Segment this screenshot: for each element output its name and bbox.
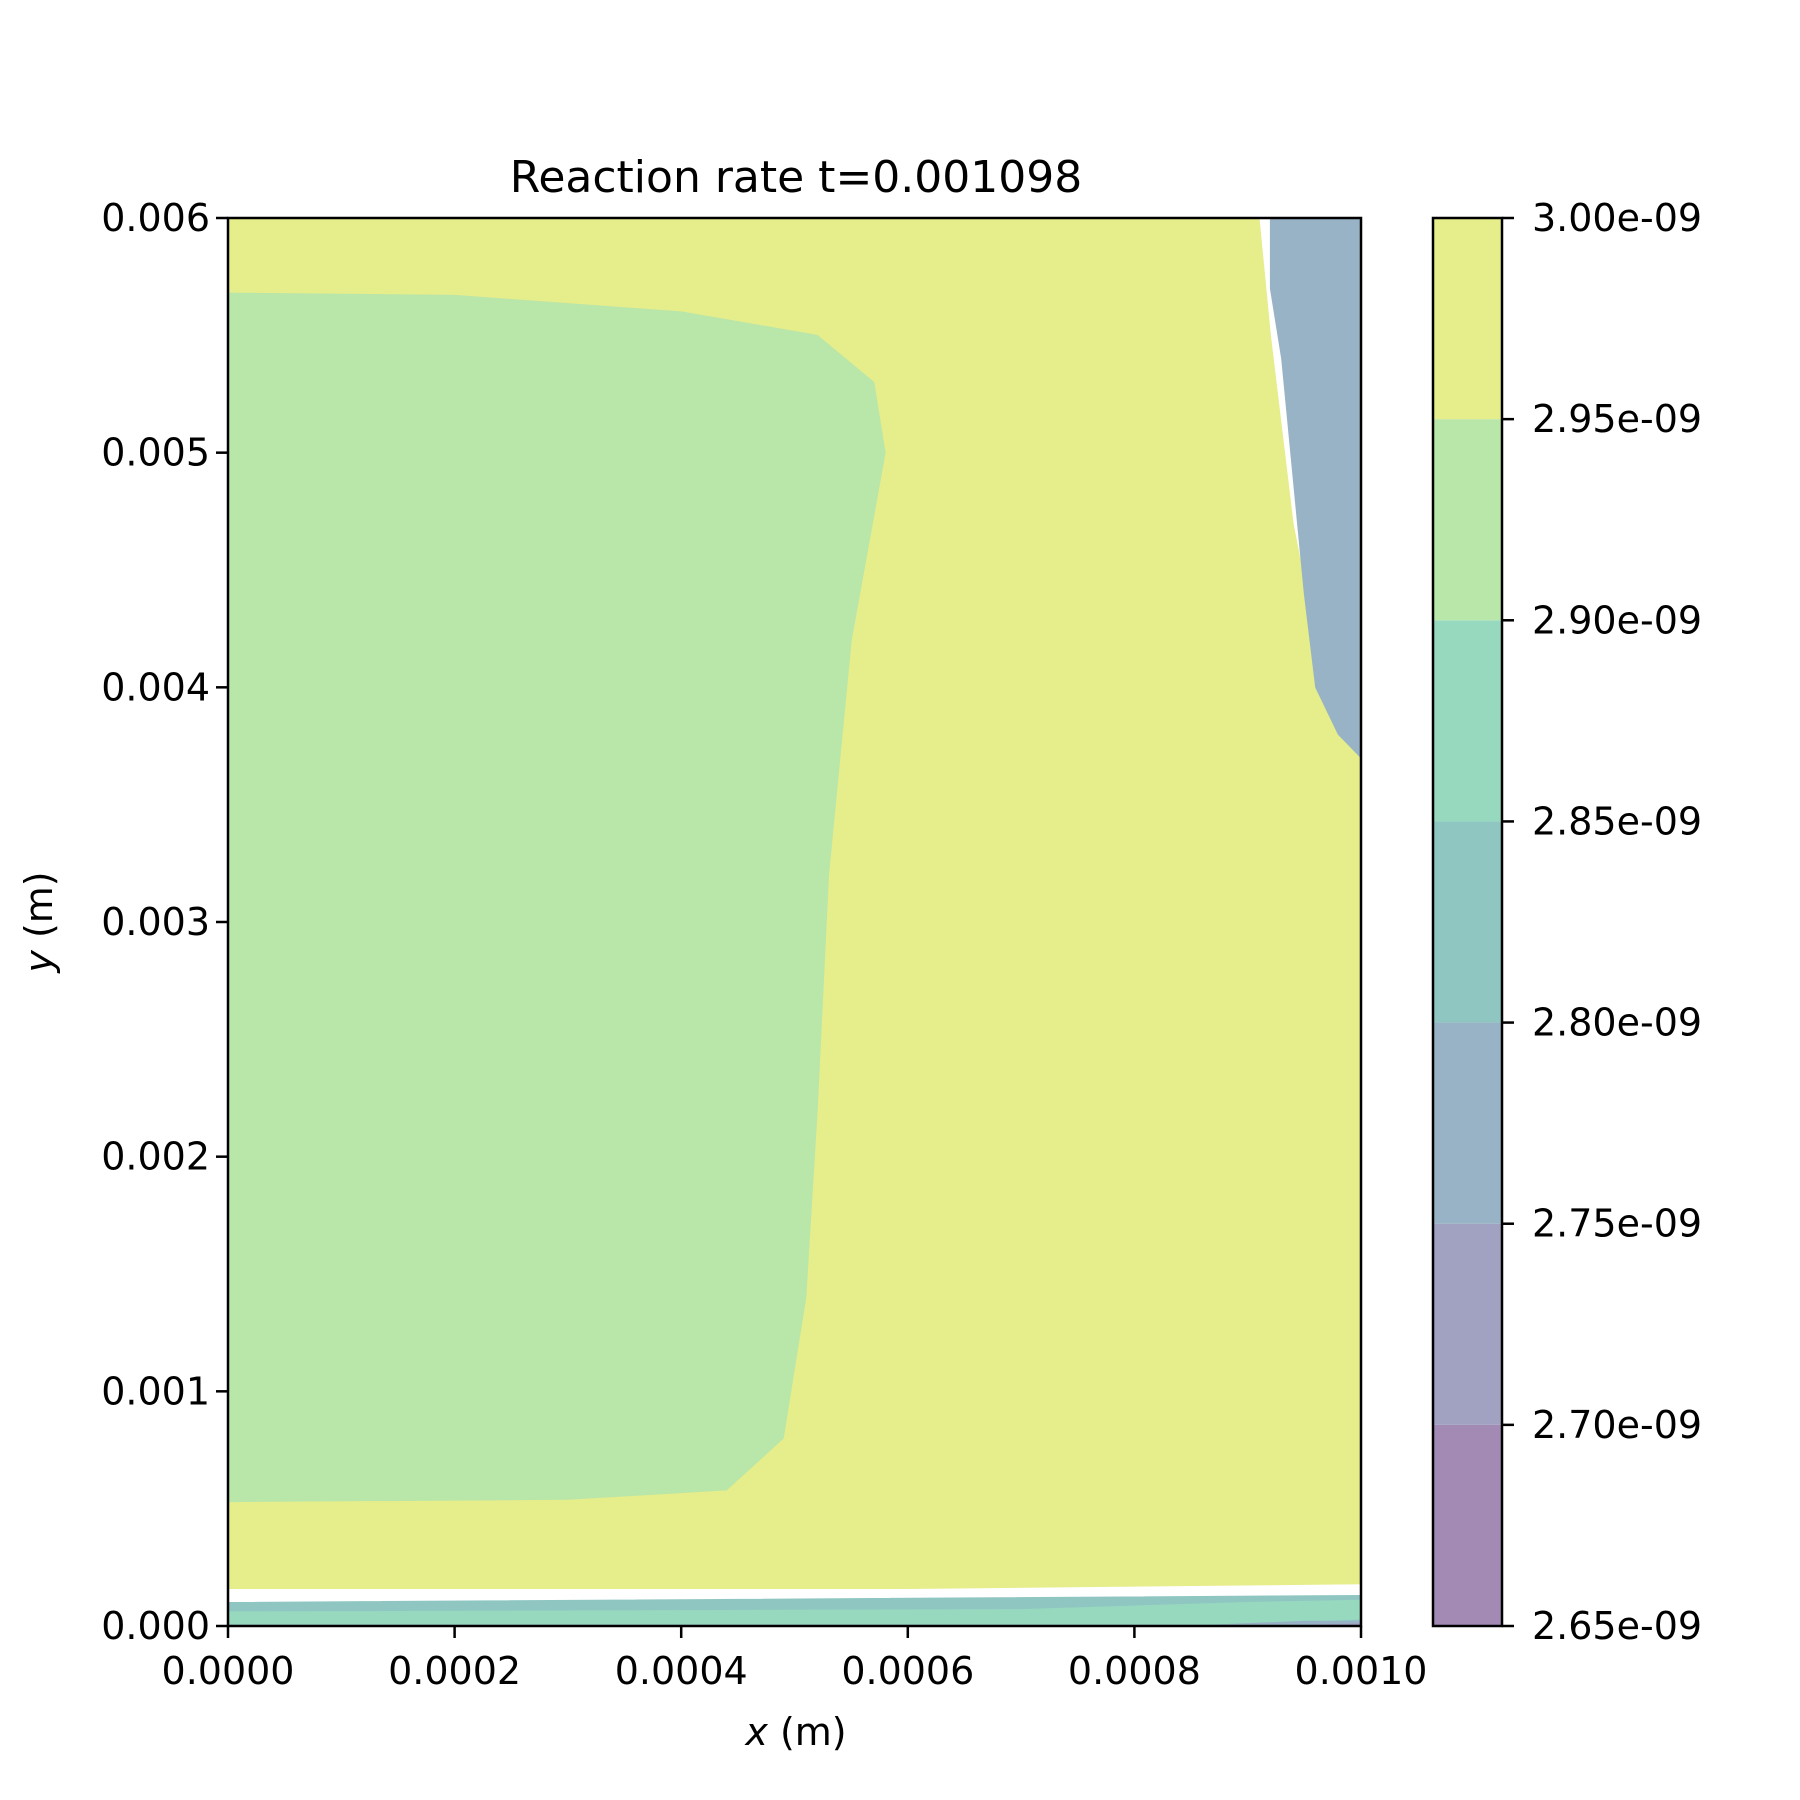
- x-axis-label: x (m): [744, 1710, 846, 1754]
- x-axis-var: x: [744, 1710, 768, 1754]
- x-tick-label: 0.0010: [1295, 1649, 1428, 1693]
- colorbar-tick-label: 2.75e-09: [1532, 1202, 1702, 1246]
- y-tick-label: 0.003: [101, 900, 210, 944]
- contour-region-1: [227, 292, 886, 1503]
- contour-regions: [227, 217, 1362, 1627]
- y-axis-var: y: [17, 950, 61, 974]
- y-tick-label: 0.002: [101, 1135, 210, 1179]
- y-axis-label: y (m): [17, 871, 61, 973]
- y-tick-label: 0.006: [101, 196, 210, 240]
- colorbar-tick-label: 3.00e-09: [1532, 196, 1702, 240]
- x-tick-label: 0.0002: [388, 1649, 521, 1693]
- colorbar-tick-label: 2.90e-09: [1532, 598, 1702, 642]
- x-tick-label: 0.0004: [615, 1649, 748, 1693]
- colorbar-tick-label: 2.95e-09: [1532, 397, 1702, 441]
- x-axis-ticks: 0.0000 0.0002 0.0004 0.0006 0.0008 0.0010: [162, 1626, 1428, 1693]
- colorbar-tick-label: 2.80e-09: [1532, 1001, 1702, 1045]
- y-axis-ticks: 0.000 0.001 0.002 0.003 0.004 0.005 0.006: [101, 196, 228, 1648]
- colorbar-band: [1433, 1022, 1502, 1224]
- y-tick-label: 0.000: [101, 1604, 210, 1648]
- y-tick-label: 0.004: [101, 665, 210, 709]
- colorbar: 2.65e-09 2.70e-09 2.75e-09 2.80e-09 2.85e-09…: [1431, 196, 1702, 1648]
- colorbar-band: [1433, 419, 1502, 621]
- x-tick-label: 0.0008: [1068, 1649, 1201, 1693]
- y-tick-label: 0.001: [101, 1369, 210, 1413]
- x-tick-label: 0.0000: [162, 1649, 295, 1693]
- colorbar-tick-label: 2.65e-09: [1532, 1604, 1702, 1648]
- y-tick-label: 0.005: [101, 431, 210, 475]
- x-tick-label: 0.0006: [841, 1649, 974, 1693]
- colorbar-tick-label: 2.70e-09: [1532, 1403, 1702, 1447]
- colorbar-band: [1433, 821, 1502, 1023]
- colorbar-tick-label: 2.85e-09: [1532, 799, 1702, 843]
- y-axis-unit: (m): [17, 871, 61, 950]
- x-axis-unit: (m): [768, 1710, 847, 1754]
- chart-title: Reaction rate t=0.001098: [510, 152, 1083, 203]
- colorbar-band: [1433, 620, 1502, 822]
- colorbar-band: [1433, 1223, 1502, 1425]
- colorbar-frame: [1431, 216, 1504, 1628]
- colorbar-band: [1433, 218, 1502, 420]
- colorbar-band: [1433, 1424, 1502, 1626]
